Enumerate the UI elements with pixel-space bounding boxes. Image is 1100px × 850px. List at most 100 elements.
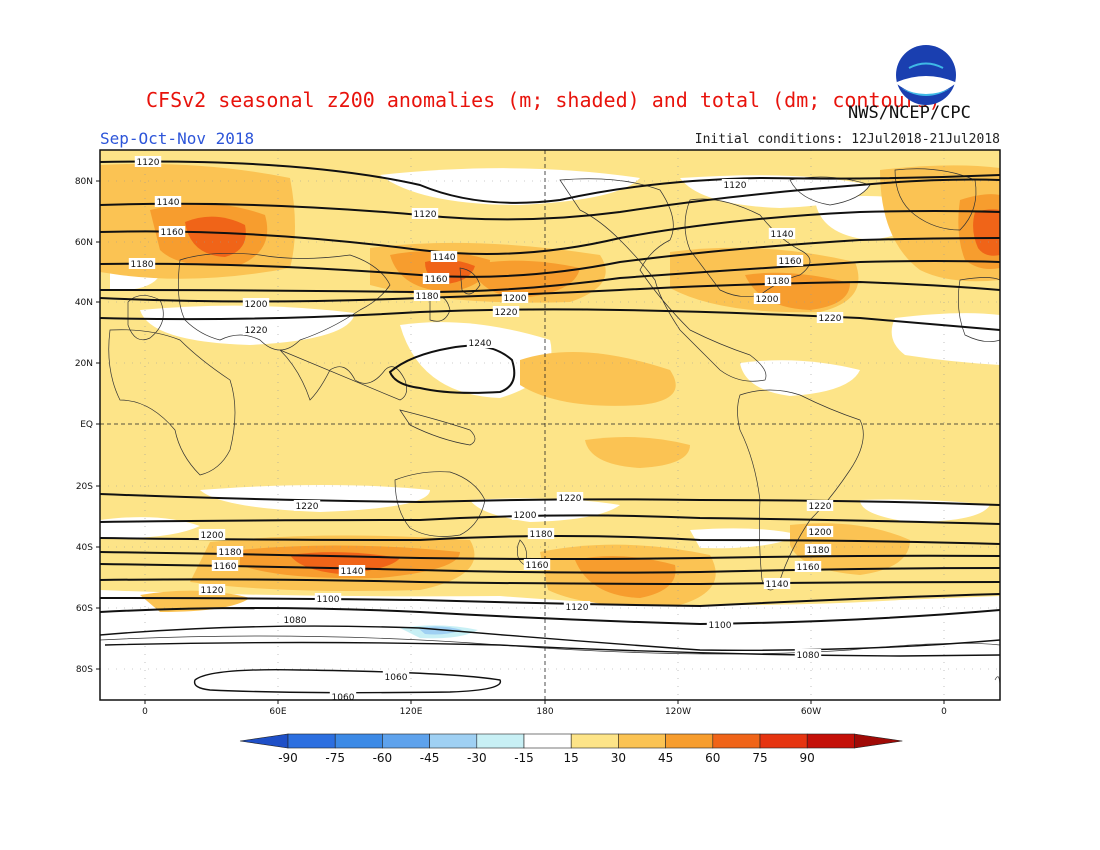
contour-label: 1120	[137, 158, 160, 168]
lon-tick-label: 0	[142, 707, 148, 717]
contour-label: 1120	[201, 586, 224, 596]
colorbar-tick-label: -30	[467, 751, 487, 765]
contour-label: 1200	[809, 528, 832, 538]
colorbar-segment	[712, 733, 761, 749]
contour-label-bg	[242, 324, 270, 335]
contour-label-bg	[794, 561, 822, 572]
agency-label: NWS/NCEP/CPC	[848, 103, 971, 123]
colorbar-segment	[334, 733, 383, 749]
contour-label-bg	[753, 293, 781, 304]
latitude-labels: 80N 60N 40N 20N EQ 20S 40S 60S 80S	[75, 177, 100, 675]
contour-label-bg	[293, 500, 321, 511]
contour-label-bg	[806, 526, 834, 537]
contour-label-bg	[314, 593, 342, 604]
contour-label: 1080	[284, 616, 307, 626]
contour-label: 1180	[131, 260, 154, 270]
contour-label: 1220	[559, 494, 582, 504]
contour-label-bg	[794, 649, 822, 660]
contour-label-bg	[806, 500, 834, 511]
height-contours	[100, 160, 1000, 626]
contour-label: 1220	[809, 502, 832, 512]
colorbar-tick-label: 30	[611, 751, 626, 765]
contour-label: 1220	[296, 502, 319, 512]
contour-label-bg	[281, 614, 309, 625]
contour-label: 1180	[530, 530, 553, 540]
colorbar-segment	[382, 733, 430, 749]
colorbar-segment	[806, 733, 855, 749]
contour-label-bg	[706, 619, 734, 630]
lon-tick-label: 120E	[400, 707, 423, 717]
contour-label: 1120	[724, 181, 747, 191]
contour-label: 1160	[161, 228, 184, 238]
colorbar-tick-label: -45	[420, 751, 440, 765]
contour-label-bg	[158, 226, 186, 237]
contour-label: 1120	[566, 603, 589, 613]
contour-label-bg	[804, 544, 832, 555]
colorbar-segment	[287, 733, 336, 749]
contour-labels: 1120 1140 1160 1180 1200 1220 1240 1120 1140 1160…	[128, 156, 844, 703]
lat-tick-label: 60S	[76, 604, 93, 614]
colorbar-tick-label: 45	[658, 751, 673, 765]
contour-label-bg	[768, 228, 796, 239]
contour-label: 1180	[807, 546, 830, 556]
contour-label-bg	[211, 560, 239, 571]
contour-label-bg	[764, 275, 792, 286]
contour-label: 1180	[767, 277, 790, 287]
lon-tick-label: 60W	[801, 707, 821, 717]
map-area: 1120 1140 1160 1180 1200 1220 1240 1120 1140 1160…	[100, 150, 1000, 703]
contour-label: 1180	[416, 292, 439, 302]
map-frame	[99, 149, 1001, 701]
contour-label: 1200	[504, 294, 527, 304]
colorbar-segment	[429, 733, 478, 749]
contour-label-bg	[329, 691, 357, 700]
contour-label-bg	[198, 529, 226, 540]
contour-label-bg	[501, 292, 529, 303]
contour-label: 1200	[756, 295, 779, 305]
colorbar-segment	[570, 733, 619, 749]
contour-label-bg	[134, 156, 162, 167]
lat-tick-label: 20N	[75, 359, 93, 369]
contour-label-bg	[411, 208, 439, 219]
colorbar-tick-label: -60	[373, 751, 393, 765]
contour-label: 1140	[766, 580, 789, 590]
initial-conditions-label: Initial conditions: 12Jul2018-21Jul2018	[694, 132, 1000, 147]
contour-label-bg	[466, 337, 494, 348]
contour-label: 1200	[245, 300, 268, 310]
contour-label: 1200	[514, 511, 537, 521]
colorbar-segment	[759, 733, 808, 749]
contour-label-bg	[563, 601, 591, 612]
colorbar-segment	[665, 733, 714, 749]
contour-label-bg	[198, 584, 226, 595]
contour-label: 1160	[797, 563, 820, 573]
colorbar-tick-label: -75	[325, 751, 345, 765]
contour-label-bg	[816, 312, 844, 323]
contour-label: 1200	[201, 531, 224, 541]
lat-tick-label: 80S	[76, 665, 93, 675]
colorbar-tick-label: -15	[514, 751, 534, 765]
noaa-logo	[896, 45, 956, 105]
contour-label: 1220	[245, 326, 268, 336]
contour-label-bg	[556, 492, 584, 503]
lon-tick-label: 120W	[665, 707, 691, 717]
contour-label-bg	[128, 258, 156, 269]
contour-label: 1060	[385, 673, 408, 683]
season-label: Sep-Oct-Nov 2018	[100, 129, 255, 148]
longitude-labels: 0 60E 120E 180 120W 60W 0	[142, 700, 947, 717]
contour-label-bg	[523, 559, 551, 570]
contour-label-bg	[242, 298, 270, 309]
colorbar: -90 -75 -60 -45 -30 -15 15 30 45 60 75 90	[239, 733, 903, 765]
contour-label: 1120	[414, 210, 437, 220]
lat-tick-label: 60N	[75, 238, 93, 248]
contour-label: 1160	[526, 561, 549, 571]
contour-label-bg	[511, 509, 539, 520]
height-contours-thin	[100, 625, 1000, 694]
contour-label-bg	[154, 196, 182, 207]
lat-tick-label: EQ	[80, 420, 93, 430]
contour-label: 1140	[157, 198, 180, 208]
contour-label-bg	[430, 251, 458, 262]
contour-label: 1100	[709, 621, 732, 631]
lat-tick-label: 40N	[75, 298, 93, 308]
contour-label: 1160	[214, 562, 237, 572]
contour-label: 1060	[332, 693, 355, 703]
